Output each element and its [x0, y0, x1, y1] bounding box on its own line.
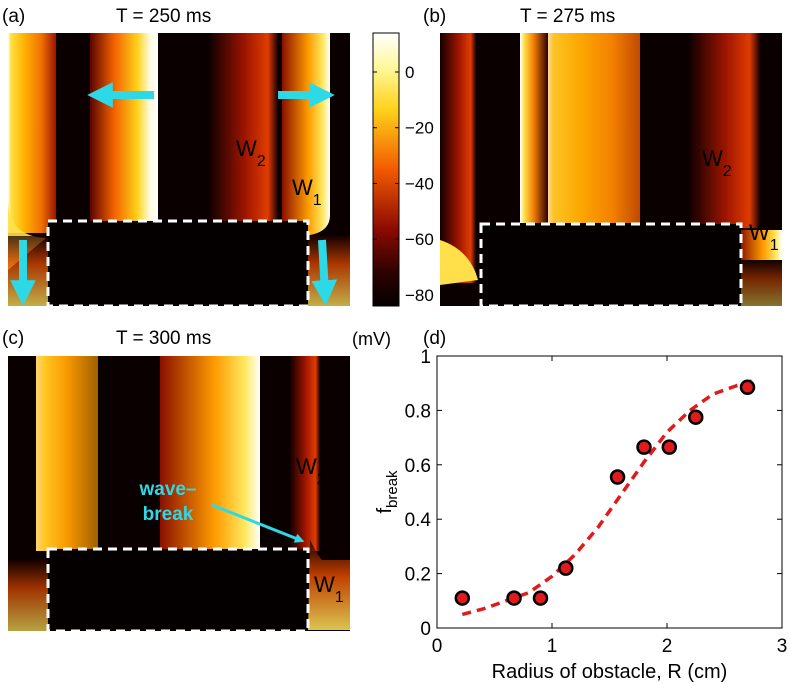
panel-b-wave-left-edge	[520, 33, 548, 223]
x-axis-label: Radius of obstacle, R (cm)	[492, 661, 728, 683]
y-tick-label: 0.8	[405, 401, 431, 422]
panel-a: (a) T = 250 ms W2 W1	[2, 6, 350, 308]
panel-c-w2-label: W2	[296, 454, 326, 488]
y-tick-label: 1	[420, 347, 431, 368]
panel-a-obstacle	[46, 219, 310, 308]
panel-b-title: T = 275 ms	[520, 6, 615, 27]
panel-b-wave-w1	[740, 230, 782, 260]
panel-c-obstacle	[46, 547, 310, 633]
panel-d: (d) 0 1 2 3 0 0.2 0.4 0.6 0.8 1 Radius of obstacl…	[374, 328, 787, 683]
colorbar-gradient	[372, 32, 400, 307]
panel-a-arrow-down-right	[311, 239, 338, 306]
x-tick-label: 0	[432, 636, 443, 657]
panel-b-w2-label: W2	[702, 146, 732, 180]
y-axis-label: fbreak	[374, 470, 401, 514]
y-tick-label: 0	[420, 619, 431, 640]
panel-a-wave-w1	[282, 33, 330, 236]
data-point	[739, 379, 756, 396]
panel-c-annotation-break: break	[143, 504, 194, 525]
panel-c-title: T = 300 ms	[116, 328, 211, 349]
panel-a-wave-center	[90, 33, 158, 223]
axis-ticks: 0 1 2 3 0 0.2 0.4 0.6 0.8 1	[405, 347, 788, 657]
data-point	[636, 439, 652, 455]
colorbar-tick-label: −80	[405, 286, 434, 305]
panel-b-label: (b)	[423, 6, 446, 27]
panel-c: (c) T = 300 ms wave– break W2 W1	[2, 328, 350, 633]
data-point	[609, 469, 626, 485]
colorbar-tick-label: −20	[405, 119, 434, 138]
x-tick-label: 3	[777, 636, 788, 657]
panel-d-label: (d)	[423, 328, 446, 349]
panel-a-label: (a)	[2, 6, 25, 27]
panel-c-wave-w2	[290, 356, 320, 551]
colorbar-tick-label: 0	[405, 63, 414, 82]
colorbar-tick-label: −60	[405, 230, 434, 249]
plot-frame	[436, 355, 783, 629]
panel-a-w2-label: W2	[236, 136, 266, 170]
panel-b-wave-w2	[690, 33, 760, 228]
data-point	[454, 590, 471, 606]
panel-b: (b) T = 275 ms W2 W1	[423, 6, 782, 308]
y-tick-label: 0.2	[405, 565, 431, 586]
data-point	[532, 590, 549, 606]
panel-b-obstacle	[479, 222, 743, 308]
panel-c-annotation-wave: wave–	[138, 479, 196, 500]
panel-c-label: (c)	[2, 328, 24, 349]
data-point	[661, 439, 678, 455]
data-points	[454, 379, 756, 606]
data-point	[506, 590, 522, 606]
y-tick-label: 0.6	[405, 456, 431, 477]
panel-c-annotation-arrow	[211, 503, 305, 543]
fit-line	[461, 378, 754, 617]
panel-c-w1-label: W1	[314, 572, 344, 606]
data-point	[688, 409, 704, 425]
data-point	[558, 560, 574, 576]
colorbar: (mV) 0 −20 −40 −60 −80	[352, 32, 434, 349]
colorbar-tick-label: −40	[405, 174, 434, 193]
panel-a-wave-w2	[210, 33, 278, 223]
panel-a-title: T = 250 ms	[116, 6, 211, 27]
y-tick-label: 0.4	[405, 510, 432, 531]
colorbar-ticks: 0 −20 −40 −60 −80	[373, 63, 434, 305]
x-tick-label: 2	[662, 636, 673, 657]
panel-c-wave-w1	[308, 540, 350, 630]
panel-b-w1-label: W1	[749, 220, 779, 254]
panel-a-w1-label: W1	[292, 175, 322, 209]
x-tick-label: 1	[547, 636, 558, 657]
colorbar-unit: (mV)	[352, 329, 391, 349]
panel-a-wave-left	[8, 33, 56, 233]
